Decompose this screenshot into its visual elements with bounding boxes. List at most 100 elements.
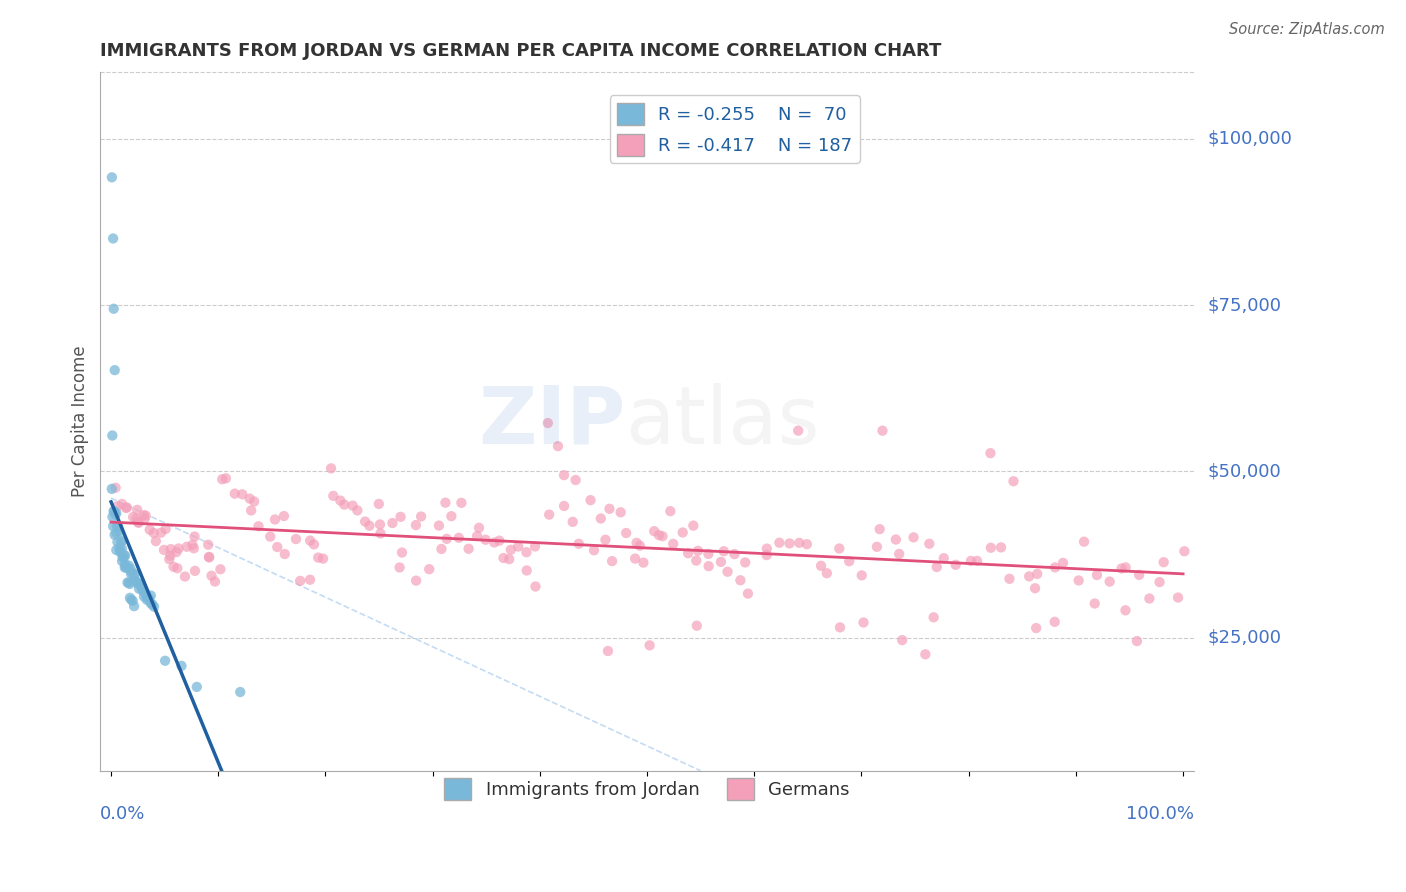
- Text: $25,000: $25,000: [1208, 629, 1282, 647]
- Point: [142, 525, 165, 540]
- Point: [231, 487, 253, 501]
- Point: [713, 544, 735, 558]
- Point: [110, 534, 132, 549]
- Point: [370, 526, 392, 541]
- Point: [176, 540, 198, 554]
- Point: [553, 499, 575, 513]
- Point: [391, 545, 413, 559]
- Point: [153, 654, 176, 668]
- Point: [516, 564, 538, 578]
- Point: [101, 482, 124, 496]
- Point: [564, 473, 586, 487]
- Point: [114, 559, 136, 574]
- Point: [354, 515, 377, 529]
- Point: [411, 509, 433, 524]
- Point: [659, 504, 682, 518]
- Point: [651, 529, 673, 543]
- Point: [359, 518, 381, 533]
- Point: [1111, 561, 1133, 575]
- Point: [322, 489, 344, 503]
- Point: [103, 504, 125, 518]
- Point: [1043, 615, 1066, 629]
- Point: [568, 537, 591, 551]
- Point: [1139, 591, 1161, 606]
- Point: [118, 577, 141, 591]
- Point: [127, 515, 149, 529]
- Text: 0.0%: 0.0%: [100, 805, 146, 823]
- Point: [595, 533, 617, 547]
- Point: [125, 511, 148, 525]
- Point: [925, 560, 948, 574]
- Point: [346, 503, 368, 517]
- Point: [299, 533, 322, 548]
- Point: [418, 562, 440, 576]
- Point: [259, 530, 281, 544]
- Point: [103, 301, 125, 316]
- Text: $75,000: $75,000: [1208, 296, 1282, 314]
- Point: [139, 596, 162, 610]
- Point: [111, 554, 134, 568]
- Point: [914, 648, 936, 662]
- Point: [628, 539, 651, 553]
- Point: [143, 599, 166, 614]
- Point: [120, 592, 142, 607]
- Point: [125, 574, 148, 589]
- Point: [112, 550, 135, 565]
- Point: [918, 537, 941, 551]
- Point: [117, 561, 139, 575]
- Point: [672, 525, 695, 540]
- Point: [288, 574, 311, 588]
- Point: [159, 549, 181, 563]
- Point: [141, 597, 163, 611]
- Point: [1025, 621, 1047, 635]
- Point: [1128, 567, 1150, 582]
- Point: [1073, 534, 1095, 549]
- Point: [450, 496, 472, 510]
- Point: [307, 550, 329, 565]
- Point: [224, 486, 246, 500]
- Point: [405, 574, 427, 588]
- Point: [638, 638, 661, 652]
- Point: [932, 551, 955, 566]
- Point: [697, 559, 720, 574]
- Point: [107, 520, 129, 534]
- Point: [851, 568, 873, 582]
- Text: atlas: atlas: [626, 383, 820, 460]
- Point: [1067, 574, 1090, 588]
- Point: [838, 554, 860, 568]
- Point: [723, 547, 745, 561]
- Point: [998, 572, 1021, 586]
- Point: [128, 582, 150, 596]
- Point: [128, 577, 150, 591]
- Point: [922, 610, 945, 624]
- Point: [135, 590, 157, 604]
- Point: [643, 524, 665, 538]
- Point: [111, 541, 134, 556]
- Point: [125, 574, 148, 588]
- Point: [600, 554, 623, 568]
- Point: [1026, 566, 1049, 581]
- Point: [960, 554, 983, 568]
- Point: [103, 504, 125, 518]
- Point: [465, 529, 488, 543]
- Point: [121, 594, 143, 608]
- Point: [609, 505, 631, 519]
- Point: [447, 531, 470, 545]
- Point: [734, 556, 756, 570]
- Point: [105, 535, 128, 549]
- Point: [105, 500, 128, 514]
- Point: [561, 515, 583, 529]
- Point: [264, 512, 287, 526]
- Point: [686, 543, 709, 558]
- Point: [333, 498, 356, 512]
- Text: ZIP: ZIP: [478, 383, 626, 460]
- Point: [239, 491, 262, 506]
- Point: [138, 523, 160, 537]
- Point: [101, 170, 124, 185]
- Point: [1126, 634, 1149, 648]
- Point: [145, 534, 167, 549]
- Point: [889, 547, 911, 561]
- Point: [198, 549, 221, 564]
- Point: [240, 503, 263, 517]
- Point: [388, 560, 411, 574]
